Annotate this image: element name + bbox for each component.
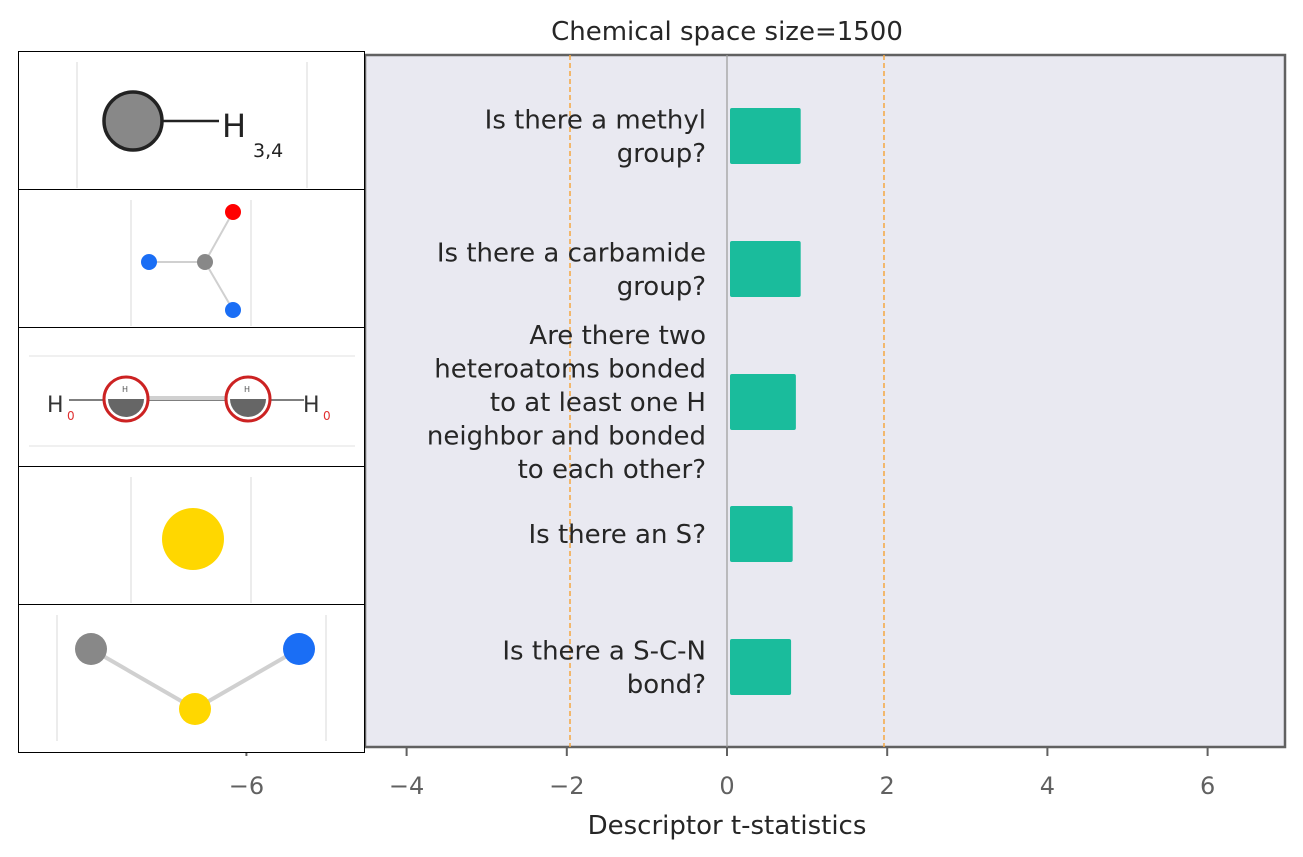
x-tick-label-4: 2 — [880, 772, 895, 800]
molecule-panel-s-c-n — [18, 604, 365, 753]
molecule-panel-carbamide — [18, 189, 365, 328]
s-c-n-structure-icon — [56, 615, 327, 741]
molecule-panel-methyl: H 3,4 — [18, 51, 365, 190]
left-h-label: H — [47, 393, 64, 418]
x-axis-label: Descriptor t-statistics — [588, 811, 867, 841]
hetero-pair-structure-icon: H 0 H 0 H H — [29, 355, 355, 447]
methyl-h-label: H — [222, 107, 246, 145]
right-h-count: 0 — [323, 409, 331, 423]
bar-2 — [730, 374, 796, 430]
category-label-4: Is there a S-C-N bond? — [502, 636, 706, 700]
methyl-count-label: 3,4 — [253, 140, 283, 162]
category-label-0: Is there a methyl group? — [485, 105, 706, 169]
bar-3 — [730, 506, 793, 562]
x-tick-label-3: 0 — [719, 772, 734, 800]
carbamide-structure-icon — [130, 200, 252, 326]
bar-1 — [730, 241, 801, 297]
significance-lines — [569, 55, 885, 747]
molecule-panel-sulfur — [18, 466, 365, 605]
category-label-1: Is there a carbamide group? — [437, 238, 706, 302]
plot-area — [363, 53, 1287, 749]
methyl-structure-icon: H 3,4 — [76, 62, 308, 188]
bars — [730, 108, 801, 695]
x-tick-label-0: −6 — [229, 772, 264, 800]
category-label-3: Is there an S? — [528, 520, 706, 550]
chart-title: Chemical space size=1500 — [551, 17, 903, 47]
x-tick-label-6: 6 — [1200, 772, 1215, 800]
bar-4 — [730, 639, 792, 695]
x-axis-ticks: −6 −4 −2 0 2 4 6 — [229, 747, 1215, 800]
sulfur-structure-icon — [130, 477, 252, 603]
x-tick-label-2: −2 — [549, 772, 584, 800]
right-h-label: H — [303, 393, 320, 418]
left-h-count: 0 — [67, 409, 75, 423]
category-label-2: Are there two heteroatoms bonded to at lea… — [427, 321, 706, 485]
x-tick-label-1: −4 — [389, 772, 424, 800]
x-tick-label-5: 4 — [1040, 772, 1055, 800]
left-ring-h-label: H — [122, 385, 128, 394]
molecule-panel-hetero-pair: H 0 H 0 H H — [18, 327, 365, 467]
bar-0 — [730, 108, 801, 164]
right-ring-h-label: H — [244, 385, 250, 394]
category-labels: Is there a methyl group? Is there a carbam… — [427, 105, 706, 700]
